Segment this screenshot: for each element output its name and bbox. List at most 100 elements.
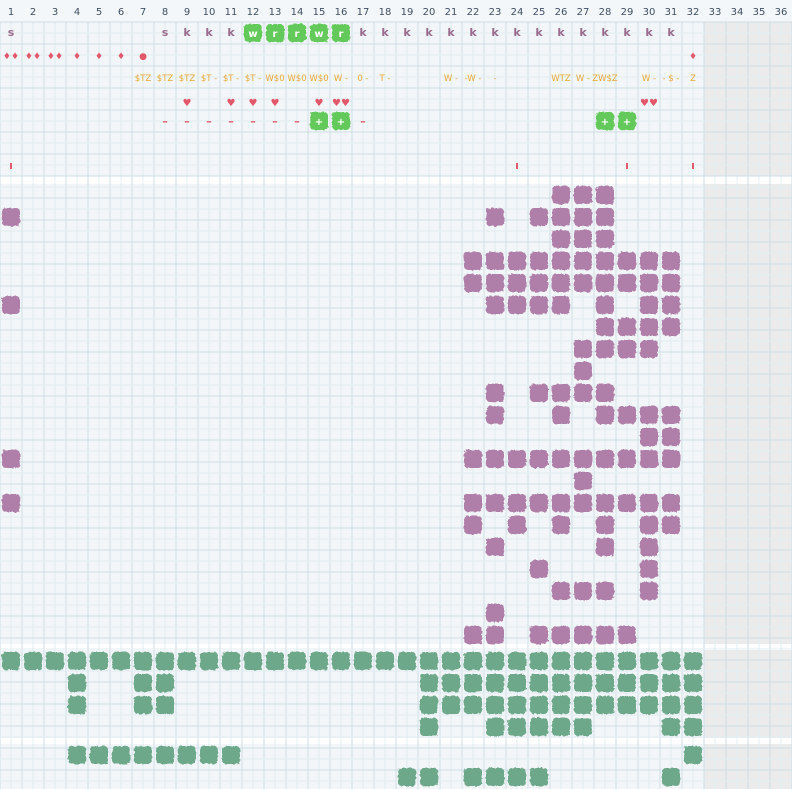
purple-cell[interactable] — [552, 516, 570, 534]
purple-cell[interactable] — [596, 186, 614, 204]
purple-cell[interactable] — [596, 230, 614, 248]
purple-cell[interactable] — [640, 274, 658, 292]
green-cell[interactable] — [552, 674, 570, 692]
green-cell[interactable] — [200, 652, 218, 670]
column-header[interactable]: 2 — [30, 7, 36, 18]
green-cell[interactable] — [156, 674, 174, 692]
green-cell[interactable] — [310, 652, 328, 670]
purple-cell[interactable] — [574, 230, 592, 248]
purple-cell[interactable] — [464, 516, 482, 534]
purple-cell[interactable] — [552, 582, 570, 600]
purple-cell[interactable] — [618, 450, 636, 468]
purple-cell[interactable] — [662, 252, 680, 270]
column-header[interactable]: 34 — [731, 7, 744, 18]
green-cell[interactable] — [68, 746, 86, 764]
column-header[interactable]: 9 — [184, 7, 190, 18]
column-header[interactable]: 31 — [665, 7, 678, 18]
purple-cell[interactable] — [662, 450, 680, 468]
purple-cell[interactable] — [552, 252, 570, 270]
column-header[interactable]: 26 — [555, 7, 568, 18]
legend-green-block[interactable] — [244, 24, 262, 42]
purple-cell[interactable] — [574, 274, 592, 292]
green-cell[interactable] — [222, 652, 240, 670]
green-cell[interactable] — [244, 652, 262, 670]
column-header[interactable]: 4 — [74, 7, 80, 18]
green-cell[interactable] — [464, 652, 482, 670]
purple-cell[interactable] — [574, 582, 592, 600]
purple-cell[interactable] — [574, 494, 592, 512]
purple-cell[interactable] — [486, 252, 504, 270]
purple-cell[interactable] — [2, 296, 20, 314]
purple-cell[interactable] — [486, 604, 504, 622]
purple-cell[interactable] — [596, 318, 614, 336]
purple-cell[interactable] — [618, 406, 636, 424]
purple-cell[interactable] — [618, 252, 636, 270]
green-cell[interactable] — [398, 768, 416, 786]
purple-cell[interactable] — [618, 274, 636, 292]
purple-cell[interactable] — [662, 516, 680, 534]
purple-cell[interactable] — [552, 494, 570, 512]
green-cell[interactable] — [112, 746, 130, 764]
green-cell[interactable] — [156, 696, 174, 714]
green-cell[interactable] — [266, 652, 284, 670]
purple-cell[interactable] — [640, 318, 658, 336]
purple-cell[interactable] — [530, 274, 548, 292]
green-cell[interactable] — [442, 674, 460, 692]
column-header[interactable]: 11 — [225, 7, 238, 18]
green-cell[interactable] — [134, 746, 152, 764]
purple-cell[interactable] — [486, 274, 504, 292]
purple-cell[interactable] — [596, 384, 614, 402]
purple-cell[interactable] — [596, 626, 614, 644]
green-cell[interactable] — [420, 652, 438, 670]
green-cell[interactable] — [46, 652, 64, 670]
green-cell[interactable] — [2, 652, 20, 670]
purple-cell[interactable] — [464, 494, 482, 512]
legend-green-block[interactable] — [288, 24, 306, 42]
green-cell[interactable] — [508, 718, 526, 736]
green-cell[interactable] — [134, 696, 152, 714]
green-cell[interactable] — [662, 768, 680, 786]
green-cell[interactable] — [68, 696, 86, 714]
purple-cell[interactable] — [530, 252, 548, 270]
green-cell[interactable] — [530, 674, 548, 692]
purple-cell[interactable] — [552, 274, 570, 292]
column-header[interactable]: 10 — [203, 7, 216, 18]
purple-cell[interactable] — [530, 296, 548, 314]
purple-cell[interactable] — [662, 428, 680, 446]
green-cell[interactable] — [200, 746, 218, 764]
purple-cell[interactable] — [640, 582, 658, 600]
green-cell[interactable] — [574, 652, 592, 670]
purple-cell[interactable] — [552, 296, 570, 314]
green-cell[interactable] — [486, 696, 504, 714]
column-header[interactable]: 28 — [599, 7, 612, 18]
purple-cell[interactable] — [552, 186, 570, 204]
green-cell[interactable] — [618, 652, 636, 670]
green-cell[interactable] — [464, 674, 482, 692]
green-cell[interactable] — [332, 652, 350, 670]
green-cell[interactable] — [662, 696, 680, 714]
column-header[interactable]: 27 — [577, 7, 590, 18]
green-cell[interactable] — [530, 652, 548, 670]
green-cell[interactable] — [68, 674, 86, 692]
purple-cell[interactable] — [2, 208, 20, 226]
green-cell[interactable] — [684, 696, 702, 714]
purple-cell[interactable] — [596, 494, 614, 512]
green-cell[interactable] — [156, 652, 174, 670]
column-header[interactable]: 36 — [775, 7, 788, 18]
purple-cell[interactable] — [574, 362, 592, 380]
purple-cell[interactable] — [508, 296, 526, 314]
purple-cell[interactable] — [574, 472, 592, 490]
purple-cell[interactable] — [552, 406, 570, 424]
green-cell[interactable] — [420, 696, 438, 714]
purple-cell[interactable] — [596, 208, 614, 226]
legend-green-block[interactable] — [332, 24, 350, 42]
purple-cell[interactable] — [530, 208, 548, 226]
green-cell[interactable] — [508, 696, 526, 714]
green-cell[interactable] — [684, 746, 702, 764]
purple-cell[interactable] — [618, 318, 636, 336]
purple-cell[interactable] — [486, 406, 504, 424]
green-cell[interactable] — [134, 674, 152, 692]
plus-block[interactable] — [596, 112, 614, 130]
column-header[interactable]: 15 — [313, 7, 326, 18]
column-header[interactable]: 32 — [687, 7, 700, 18]
